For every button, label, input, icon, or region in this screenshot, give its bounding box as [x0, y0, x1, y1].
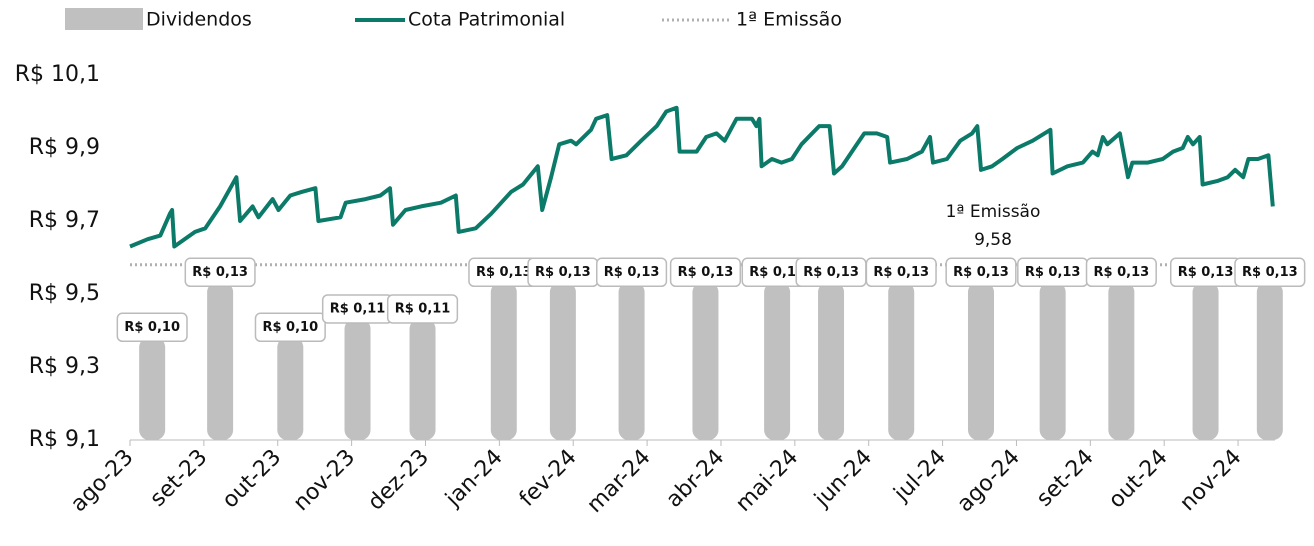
y-tick-label: R$ 9,5	[29, 281, 100, 306]
x-tick-label: jan-24	[440, 445, 508, 513]
data-label: R$ 0,13	[1017, 257, 1089, 288]
bar	[764, 282, 791, 440]
bar	[139, 337, 166, 440]
data-label-text: R$ 0,13	[1178, 265, 1234, 280]
line	[129, 105, 1275, 249]
bar	[490, 282, 517, 440]
data-label-text: R$ 0,10	[262, 320, 318, 335]
bar	[692, 282, 719, 440]
data-label: R$ 0,13	[527, 257, 599, 288]
bar	[409, 318, 436, 440]
x-tick-label: dez-23	[363, 445, 434, 516]
legend-label: 1ª Emissão	[736, 9, 842, 31]
data-label: R$ 0,10	[254, 312, 326, 343]
data-label-box	[945, 257, 1017, 288]
data-label: R$ 0,13	[1234, 257, 1306, 288]
data-label: R$ 0,10	[116, 312, 188, 343]
y-tick-label: R$ 9,9	[29, 135, 100, 160]
bar	[618, 282, 645, 440]
data-label-text: R$ 0,11	[395, 301, 451, 316]
x-tick-label: out-23	[218, 445, 287, 514]
x-tick-label: abr-24	[662, 445, 730, 513]
data-label: R$ 0,13	[1085, 257, 1157, 288]
data-label: R$ 0,11	[321, 294, 394, 324]
x-tick-label: nov-24	[1175, 445, 1246, 516]
data-label: R$ 0,13	[669, 257, 742, 288]
bar	[1108, 282, 1135, 440]
y-tick-label: R$ 9,3	[29, 354, 100, 379]
legend: Dividendos Cota Patrimonial 1ª Emissão	[65, 8, 842, 31]
y-tick-label: R$ 9,7	[29, 208, 100, 233]
data-label: R$ 0,13	[945, 257, 1017, 288]
data-label: R$ 0,13	[184, 257, 256, 288]
bar	[549, 282, 576, 440]
data-label-text: R$ 0,13	[803, 265, 859, 280]
y-tick-label: R$ 10,1	[15, 62, 100, 87]
bar	[818, 282, 845, 440]
data-label-text: R$ 0,13	[749, 265, 805, 280]
data-label-text: R$ 0,13	[1094, 265, 1150, 280]
x-tick-label: ago-23	[66, 445, 138, 517]
legend-swatch	[65, 8, 143, 30]
data-label: R$ 0,13	[795, 257, 867, 288]
annotation: 9,58	[974, 230, 1012, 250]
bar	[888, 282, 915, 440]
data-label-box	[865, 257, 937, 288]
bar	[277, 337, 304, 440]
data-label: R$ 0,13	[596, 257, 668, 288]
data-label-box	[116, 312, 188, 343]
x-tick-label: set-23	[145, 445, 212, 512]
legend-label: Cota Patrimonial	[408, 9, 565, 31]
data-label-text: R$ 0,13	[192, 265, 248, 280]
data-label: R$ 0,13	[1169, 257, 1242, 288]
data-label-text: R$ 0,13	[1242, 265, 1298, 280]
bar	[967, 282, 994, 440]
data-label: R$ 0,13	[468, 257, 540, 288]
data-label: R$ 0,13	[741, 257, 813, 288]
legend-label: Dividendos	[146, 9, 252, 31]
data-label-text: R$ 0,13	[1025, 265, 1081, 280]
data-label-box	[386, 294, 459, 324]
bar	[207, 282, 234, 440]
data-label-text: R$ 0,13	[476, 265, 532, 280]
annotation: 1ª Emissão	[946, 202, 1041, 222]
data-label-box	[669, 257, 742, 288]
data-label: R$ 0,13	[865, 257, 937, 288]
bar	[1256, 282, 1283, 440]
data-label-text: R$ 0,13	[873, 265, 929, 280]
bar	[344, 318, 371, 440]
y-tick-label: R$ 9,1	[29, 427, 100, 452]
data-label-box	[184, 257, 256, 288]
x-tick-label: mar-24	[582, 445, 655, 518]
x-tick-label: jun-24	[809, 445, 877, 513]
data-label: R$ 0,11	[386, 294, 459, 324]
x-tick-label: set-24	[1032, 445, 1099, 512]
x-tick-label: nov-23	[289, 445, 360, 516]
data-label-text: R$ 0,13	[604, 265, 660, 280]
data-label-box	[1085, 257, 1157, 288]
data-label-text: R$ 0,13	[678, 265, 734, 280]
x-tick-label: fev-24	[515, 445, 582, 512]
x-tick-label: ago-24	[953, 445, 1025, 517]
x-tick-label: jul-24	[889, 445, 951, 507]
data-label-text: R$ 0,13	[953, 265, 1009, 280]
data-label-box	[1234, 257, 1306, 288]
bar	[1039, 282, 1066, 440]
data-label-box	[254, 312, 326, 343]
data-label-text: R$ 0,10	[124, 320, 180, 335]
data-label-text: R$ 0,13	[535, 265, 591, 280]
x-tick-label: mai-24	[731, 445, 803, 517]
bar	[1192, 282, 1219, 440]
x-tick-label: out-24	[1104, 445, 1173, 514]
data-label-box	[596, 257, 668, 288]
data-label-text: R$ 0,11	[330, 301, 386, 316]
